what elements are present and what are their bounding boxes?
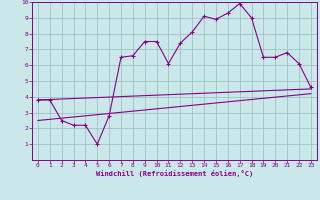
X-axis label: Windchill (Refroidissement éolien,°C): Windchill (Refroidissement éolien,°C) [96, 170, 253, 177]
